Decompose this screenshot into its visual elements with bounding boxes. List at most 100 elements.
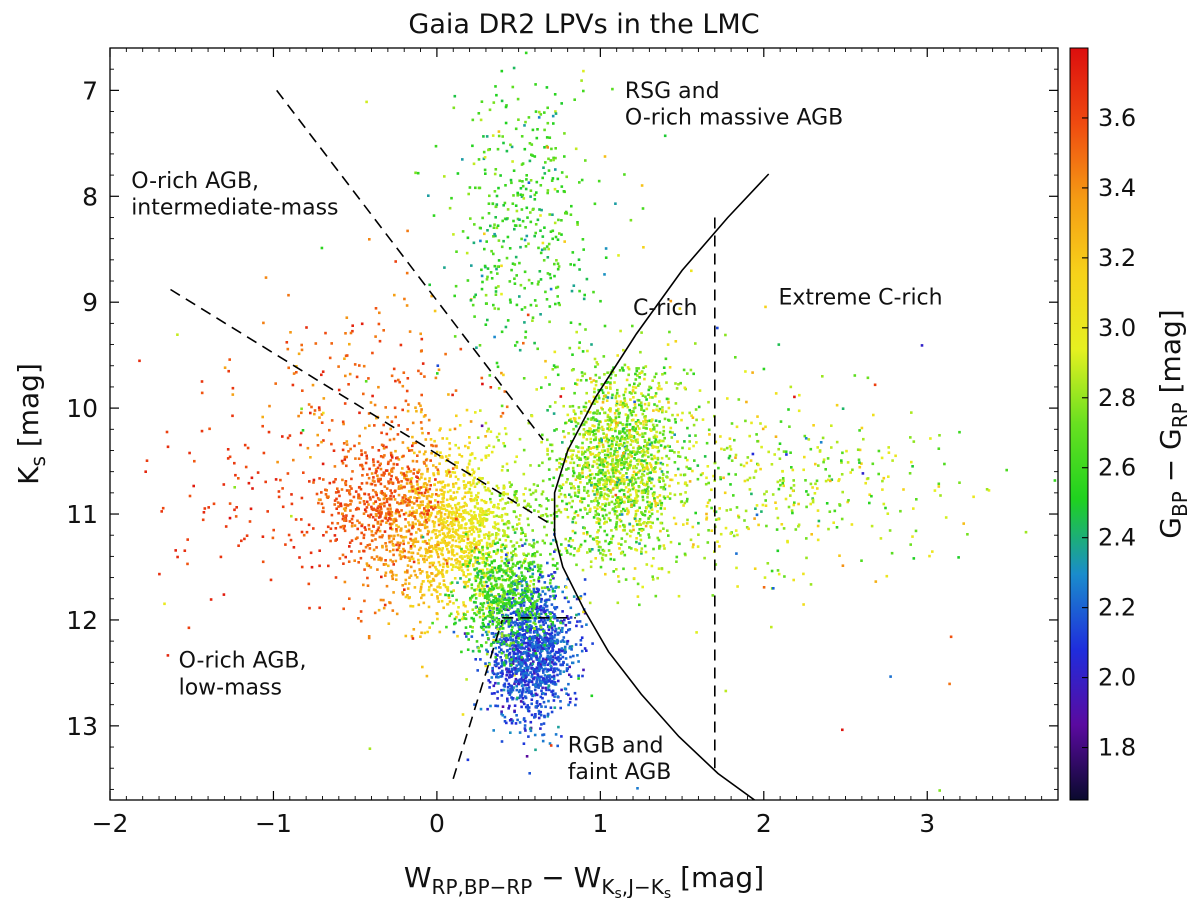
- data-point: [366, 544, 370, 547]
- data-point: [444, 593, 447, 597]
- data-point: [300, 348, 304, 352]
- data-point: [640, 406, 643, 410]
- data-point: [340, 459, 344, 463]
- data-point: [514, 564, 517, 567]
- data-point: [481, 520, 485, 524]
- data-point: [546, 713, 550, 716]
- data-point: [400, 527, 403, 530]
- data-point: [509, 731, 512, 734]
- data-point: [547, 647, 551, 650]
- data-point: [518, 577, 521, 580]
- data-point: [475, 567, 479, 570]
- data-point: [402, 536, 406, 539]
- data-point: [449, 504, 452, 508]
- data-point: [611, 435, 614, 438]
- data-point: [596, 484, 599, 488]
- data-point: [532, 635, 535, 638]
- data-point: [521, 588, 524, 592]
- data-point: [639, 446, 643, 449]
- data-point: [383, 454, 386, 457]
- data-point: [486, 430, 489, 433]
- data-point: [345, 316, 349, 319]
- data-point: [456, 528, 460, 532]
- data-point: [541, 644, 545, 647]
- data-point: [420, 511, 423, 515]
- data-point: [528, 635, 532, 639]
- data-point: [414, 517, 417, 521]
- data-point: [354, 490, 358, 493]
- data-point: [473, 485, 477, 488]
- data-point: [463, 486, 466, 490]
- data-point: [302, 533, 306, 537]
- data-point: [544, 602, 547, 606]
- data-point: [470, 541, 474, 545]
- data-point: [526, 629, 529, 633]
- data-point: [491, 610, 495, 614]
- data-point: [523, 629, 527, 632]
- data-point: [527, 680, 531, 684]
- data-point: [428, 477, 431, 480]
- data-point: [554, 548, 557, 552]
- data-point: [563, 596, 567, 600]
- data-point: [510, 603, 514, 606]
- data-point: [565, 615, 569, 618]
- data-point: [505, 534, 509, 537]
- data-point: [466, 562, 469, 566]
- data-point: [488, 601, 491, 605]
- data-point: [561, 663, 565, 667]
- data-point: [611, 370, 615, 374]
- data-point: [531, 568, 534, 571]
- data-point: [570, 482, 573, 486]
- data-point: [528, 654, 532, 657]
- data-point: [568, 493, 571, 496]
- data-point: [397, 485, 401, 488]
- data-point: [442, 520, 445, 523]
- data-point: [473, 537, 476, 540]
- data-point: [345, 440, 349, 443]
- data-point: [426, 467, 429, 471]
- data-point: [231, 414, 234, 418]
- data-point: [491, 613, 494, 616]
- data-point: [531, 595, 534, 598]
- data-point: [597, 502, 600, 505]
- data-point: [395, 508, 399, 512]
- data-point: [640, 331, 643, 334]
- data-point: [466, 548, 470, 551]
- data-point: [396, 478, 399, 481]
- data-point: [539, 504, 543, 508]
- data-point: [623, 431, 627, 435]
- data-point: [404, 535, 408, 539]
- data-point: [601, 487, 605, 490]
- data-point: [443, 486, 446, 489]
- data-point: [433, 565, 437, 569]
- data-point: [487, 553, 490, 557]
- data-point: [425, 525, 429, 529]
- data-point: [435, 612, 439, 615]
- data-point: [572, 417, 576, 420]
- data-point: [635, 459, 639, 462]
- data-point: [495, 675, 498, 679]
- data-point: [691, 416, 695, 419]
- data-point: [547, 679, 551, 682]
- data-point: [527, 644, 531, 647]
- data-point: [580, 649, 584, 653]
- data-point: [461, 563, 465, 566]
- data-point: [457, 524, 460, 527]
- data-point: [578, 620, 582, 623]
- data-point: [464, 550, 468, 553]
- data-point: [549, 443, 552, 447]
- data-point: [449, 497, 452, 501]
- data-point: [409, 480, 413, 484]
- data-point: [522, 472, 526, 476]
- data-point: [233, 461, 236, 465]
- data-point: [559, 672, 562, 676]
- data-point: [504, 522, 508, 526]
- data-point: [227, 369, 230, 373]
- data-point: [358, 364, 361, 367]
- data-point: [430, 536, 433, 540]
- data-point: [479, 578, 483, 581]
- data-point: [556, 562, 559, 565]
- data-point: [400, 535, 404, 539]
- data-point: [658, 476, 661, 480]
- data-point: [656, 456, 660, 460]
